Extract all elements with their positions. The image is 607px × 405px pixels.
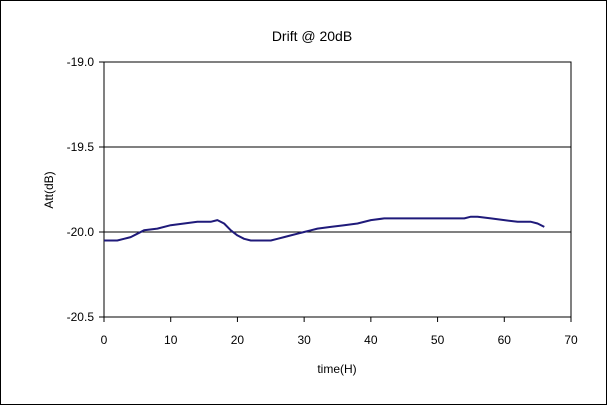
series-line	[104, 215, 545, 242]
y-tick-label: -19.5	[67, 140, 95, 154]
grid-lines	[104, 146, 571, 233]
x-tick-label: 30	[297, 333, 311, 347]
y-tick-label: -20.5	[67, 310, 95, 324]
y-tick-label: -19.0	[67, 55, 95, 69]
x-axis-label: time(H)	[317, 362, 356, 376]
x-tick-label: 20	[231, 333, 245, 347]
y-axis-ticks: -19.0 -19.5 -20.0 -20.5	[67, 55, 104, 324]
x-tick-label: 60	[498, 333, 512, 347]
series-group	[104, 215, 545, 242]
y-axis-label: Att(dB)	[42, 171, 56, 208]
x-axis-ticks: 0 10 20 30 40 50 60 70	[101, 317, 578, 347]
y-tick-label: -20.0	[67, 225, 95, 239]
x-tick-label: 70	[564, 333, 578, 347]
x-tick-label: 10	[164, 333, 178, 347]
x-tick-label: 0	[101, 333, 108, 347]
x-tick-label: 40	[364, 333, 378, 347]
x-tick-label: 50	[431, 333, 445, 347]
plot-area	[103, 61, 572, 318]
chart-title: Drift @ 20dB	[272, 28, 352, 44]
